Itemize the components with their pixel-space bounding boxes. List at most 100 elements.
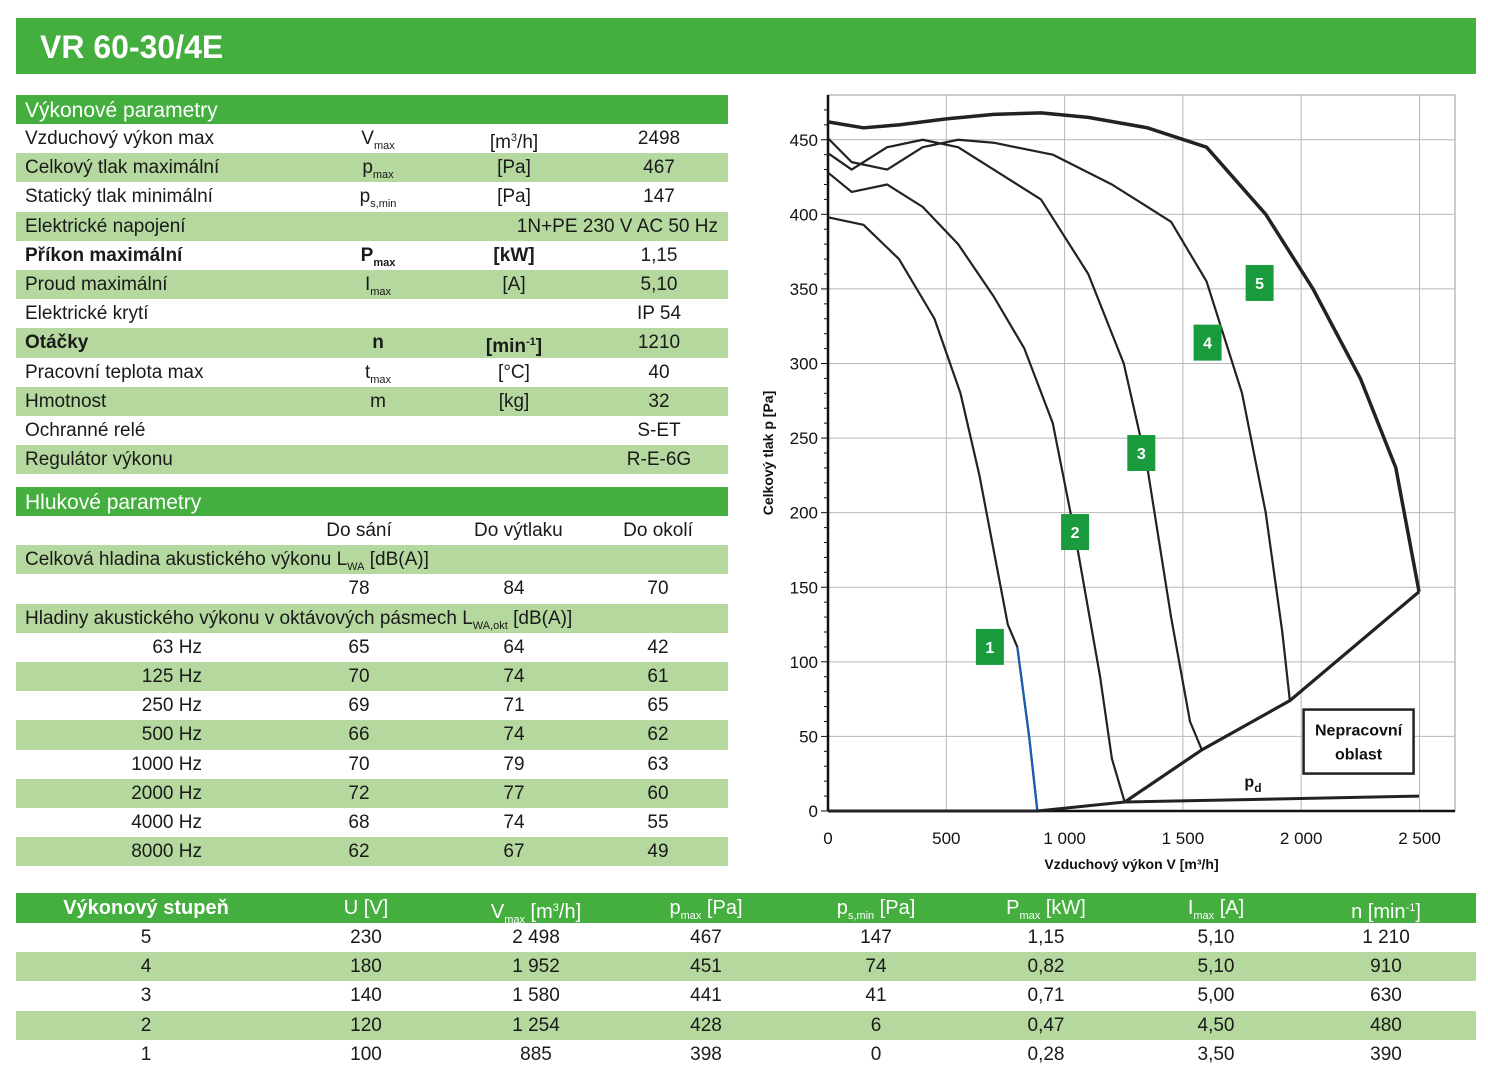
stages-cell: 5,10 bbox=[1197, 927, 1235, 948]
nonoperating-box bbox=[1302, 708, 1415, 775]
dynamic-pressure-line bbox=[828, 794, 1420, 813]
param-row: Regulátor výkonu R-E-6G bbox=[16, 445, 728, 475]
nonoperating-label-1: Nepracovní bbox=[1315, 723, 1403, 740]
noise-col-header: Do výtlaku bbox=[474, 520, 563, 541]
param-value: 5,10 bbox=[640, 273, 678, 295]
header-current-sub: max bbox=[1193, 910, 1215, 922]
stages-cell: 0,28 bbox=[1027, 1043, 1065, 1065]
y-tick-label: 100 bbox=[790, 653, 818, 672]
octave-value: 74 bbox=[503, 724, 525, 746]
stages-cell: 0,82 bbox=[1027, 956, 1065, 978]
stages-cell: 100 bbox=[350, 1043, 382, 1065]
param-symbol: m bbox=[370, 390, 386, 412]
octave-value: 74 bbox=[503, 811, 525, 833]
param-value: 1210 bbox=[637, 332, 681, 354]
header-pressure-sub: max bbox=[680, 910, 702, 922]
stages-cell: 630 bbox=[1370, 985, 1402, 1007]
curve-stage-5 bbox=[827, 111, 1421, 593]
x-tick-label: 1 000 bbox=[1043, 829, 1086, 848]
stages-cell: 2 498 bbox=[512, 927, 560, 948]
param-symbol-sub: max bbox=[373, 256, 396, 269]
param-unit: [A] bbox=[502, 273, 526, 295]
stages-cell: 4 bbox=[140, 956, 152, 978]
param-symbol-sub: max bbox=[372, 169, 394, 182]
stages-row: 4 180 1 952 451 74 0,82 5,10 910 bbox=[16, 952, 1476, 982]
param-value: R-E-6G bbox=[626, 449, 692, 471]
param-label: Celkový tlak maximální bbox=[25, 157, 220, 179]
noise-row: 78 84 70 bbox=[16, 574, 728, 603]
stages-cell: 3,50 bbox=[1197, 1043, 1235, 1065]
param-unit: [Pa] bbox=[497, 157, 531, 179]
y-tick-label: 50 bbox=[799, 727, 818, 746]
octave-value: 66 bbox=[348, 724, 370, 746]
param-value: 467 bbox=[643, 157, 675, 179]
param-value: 147 bbox=[643, 186, 675, 208]
x-tick-label: 0 bbox=[823, 829, 832, 848]
param-row: Statický tlak minimální ps,min [Pa] 147 bbox=[16, 182, 728, 211]
param-unit: [m3/h] bbox=[489, 132, 539, 153]
curve-label-text: 1 bbox=[985, 640, 994, 657]
octave-value: 69 bbox=[348, 695, 370, 717]
param-unit: [°C] bbox=[498, 361, 530, 383]
param-row: Elektrické krytí IP 54 bbox=[16, 299, 728, 328]
param-label: Elektrické krytí bbox=[25, 303, 149, 325]
octave-value: 65 bbox=[647, 695, 669, 717]
x-tick-label: 2 000 bbox=[1280, 829, 1323, 848]
octave-value: 77 bbox=[503, 782, 525, 804]
header-static-pressure-sub: s,min bbox=[847, 910, 875, 922]
stages-cell: 398 bbox=[690, 1043, 722, 1065]
stages-cell: 1 bbox=[140, 1043, 152, 1065]
param-row: Elektrické napojení 1N+PE 230 V AC 50 Hz bbox=[16, 211, 728, 241]
stages-cell: 451 bbox=[690, 956, 722, 978]
noise-row: 500 Hz 66 74 62 bbox=[16, 720, 728, 750]
octave-value: 70 bbox=[348, 665, 370, 687]
param-row: Vzduchový výkon max Vmax [m3/h] 2498 bbox=[16, 124, 728, 153]
octave-value: 65 bbox=[348, 636, 370, 658]
stages-cell: 1 254 bbox=[512, 1014, 560, 1036]
octave-value: 62 bbox=[647, 724, 669, 746]
stages-cell: 180 bbox=[350, 956, 382, 978]
stages-cell: 4,50 bbox=[1197, 1014, 1235, 1036]
noise-octave-label: Hladiny akustického výkonu v oktávových … bbox=[25, 607, 573, 632]
stages-cell: 0 bbox=[870, 1043, 882, 1065]
y-tick-label: 250 bbox=[790, 429, 818, 448]
param-unit: [kW] bbox=[493, 244, 535, 266]
param-row: Pracovní teplota max tmax [°C] 40 bbox=[16, 358, 728, 387]
octave-frequency: 8000 Hz bbox=[131, 841, 202, 863]
param-row: Otáčky n [min-1] 1210 bbox=[16, 328, 728, 358]
curve-label-text: 3 bbox=[1137, 446, 1146, 463]
param-value: 2498 bbox=[637, 128, 681, 149]
y-axis-label: Celkový tlak p [Pa] bbox=[760, 391, 776, 516]
param-label: Vzduchový výkon max bbox=[25, 128, 215, 149]
x-axis-label: Vzduchový výkon V [m³/h] bbox=[1044, 856, 1218, 872]
param-label: Pracovní teplota max bbox=[25, 361, 204, 383]
performance-table: Vzduchový výkon max Vmax [m3/h] 2498 Celkový… bbox=[16, 124, 728, 475]
stages-cell: 910 bbox=[1370, 956, 1402, 978]
noise-row: 63 Hz 65 64 42 bbox=[16, 633, 728, 662]
stages-cell: 428 bbox=[690, 1014, 722, 1036]
param-symbol: Vmax bbox=[361, 128, 395, 152]
octave-value: 64 bbox=[503, 636, 525, 658]
noise-row: 2000 Hz 72 77 60 bbox=[16, 778, 728, 808]
curve-label-badge bbox=[1061, 514, 1090, 551]
stages-cell: 6 bbox=[870, 1014, 882, 1036]
octave-value: 55 bbox=[647, 811, 669, 833]
y-tick-label: 0 bbox=[809, 802, 818, 821]
octave-value: 79 bbox=[503, 753, 525, 775]
y-tick-label: 150 bbox=[790, 578, 818, 597]
octave-value: 68 bbox=[348, 811, 370, 833]
param-label: Statický tlak minimální bbox=[25, 186, 213, 208]
noise-total-value: 84 bbox=[503, 578, 525, 600]
noise-row: Do sání Do výtlaku Do okolí bbox=[16, 516, 728, 545]
stages-cell: 1 580 bbox=[512, 985, 560, 1007]
octave-frequency: 2000 Hz bbox=[131, 782, 202, 804]
param-symbol-sub: max bbox=[370, 373, 392, 386]
stages-cell: 5 bbox=[140, 927, 152, 948]
noise-table: Do sání Do výtlaku Do okolí Celková hladina… bbox=[16, 516, 728, 867]
stages-cell: 441 bbox=[690, 985, 722, 1007]
pd-label-sub: d bbox=[1254, 781, 1261, 795]
curve-label-badge bbox=[975, 628, 1004, 665]
param-unit-sup: 3 bbox=[510, 132, 518, 144]
param-unit: [kg] bbox=[498, 390, 530, 412]
noise-col-header: Do okolí bbox=[623, 520, 693, 541]
